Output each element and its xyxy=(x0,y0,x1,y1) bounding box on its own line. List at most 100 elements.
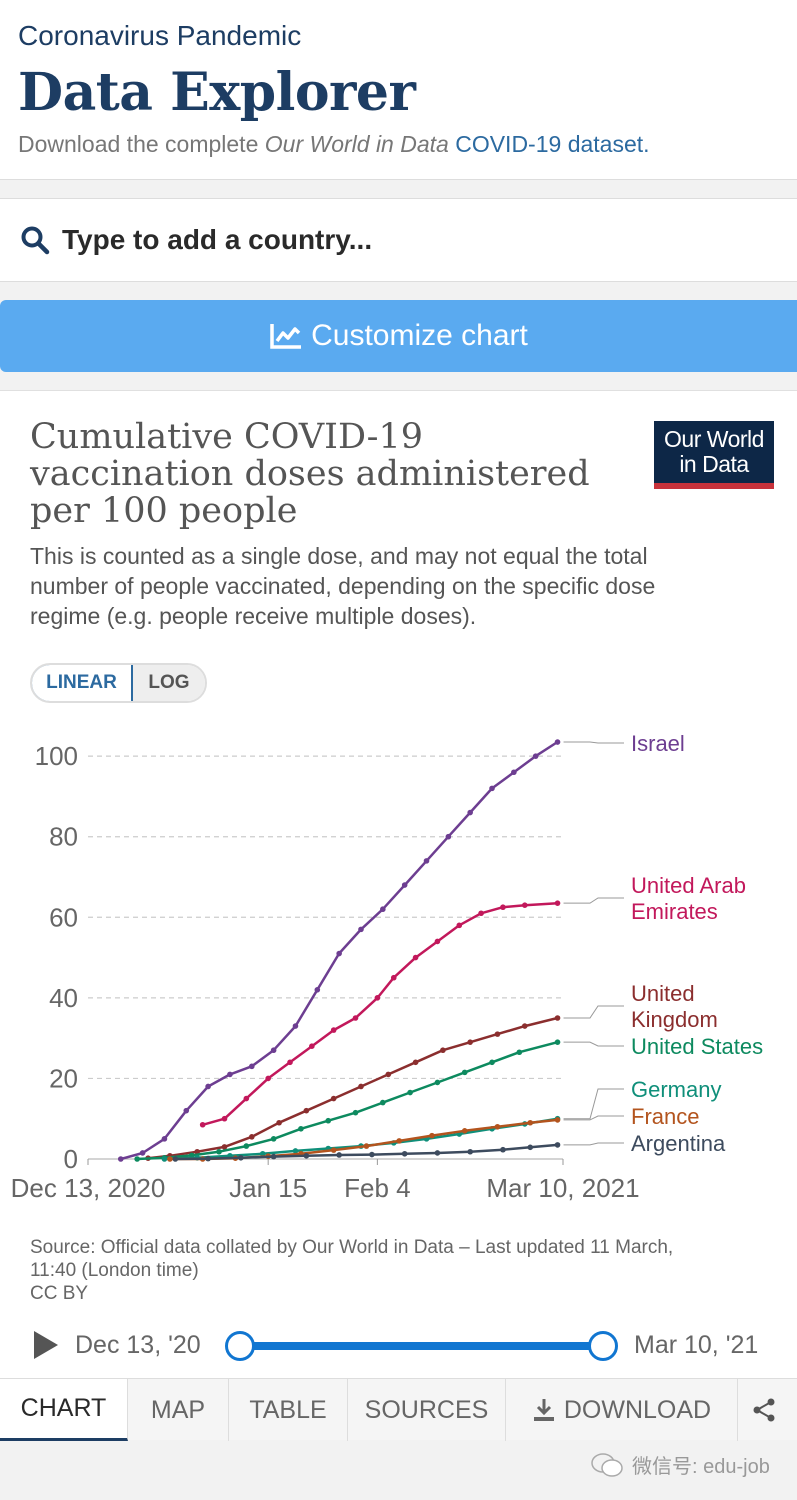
data-point xyxy=(276,1119,282,1126)
tab-chart[interactable]: CHART xyxy=(0,1379,128,1441)
y-tick-label: 0 xyxy=(64,1144,78,1174)
data-point xyxy=(434,1079,441,1086)
data-point xyxy=(554,1015,561,1021)
data-point xyxy=(521,1023,528,1029)
data-point xyxy=(390,974,397,981)
timeline: Dec 13, '20 Mar 10, '21 xyxy=(0,1321,797,1371)
tab-map[interactable]: MAP xyxy=(128,1379,229,1441)
data-point xyxy=(456,922,463,929)
log-scale-button[interactable]: LOG xyxy=(133,665,205,701)
data-point xyxy=(259,1150,266,1157)
data-point xyxy=(407,1089,413,1096)
data-point xyxy=(461,1069,468,1076)
data-point xyxy=(494,1031,501,1037)
data-point xyxy=(429,1132,435,1139)
data-point xyxy=(358,926,364,933)
data-point xyxy=(489,785,495,792)
data-point xyxy=(205,1155,211,1162)
customize-chart-button[interactable]: Customize chart xyxy=(0,300,797,372)
header-card: Coronavirus Pandemic Data Explorer Downl… xyxy=(0,0,797,180)
series-label: Israel xyxy=(631,731,685,756)
chart-subtitle: This is counted as a single dose, and ma… xyxy=(30,543,656,629)
x-tick-label: Feb 4 xyxy=(344,1173,411,1203)
data-point xyxy=(369,1151,375,1158)
y-tick-label: 20 xyxy=(49,1063,78,1093)
data-point xyxy=(396,1138,403,1144)
vaccination-line-chart: 0 20 40 60 80 100 Dec 13, 2020 Jan 15 Feb 4 Mar … xyxy=(11,731,763,1203)
data-point xyxy=(494,1123,501,1130)
data-point xyxy=(309,1043,315,1049)
owid-logo[interactable]: Our World in Data xyxy=(654,421,774,489)
series-line-united-kingdom xyxy=(147,1016,558,1160)
timeline-end-handle[interactable] xyxy=(588,1331,618,1361)
data-point xyxy=(461,1128,468,1134)
series-label: United Arab xyxy=(631,873,746,898)
data-point xyxy=(401,1150,408,1157)
x-tick-label: Mar 10, 2021 xyxy=(486,1173,639,1203)
data-point xyxy=(554,1039,561,1045)
x-tick-label: Jan 15 xyxy=(229,1173,307,1203)
chart-tabs: CHART MAP TABLE SOURCES DOWNLOAD xyxy=(0,1378,797,1441)
tab-sources[interactable]: SOURCES xyxy=(348,1379,506,1441)
timeline-end-label: Mar 10, '21 xyxy=(634,1331,759,1359)
data-point xyxy=(287,1059,293,1066)
timeline-track[interactable] xyxy=(238,1342,604,1350)
data-point xyxy=(167,1156,173,1162)
data-point xyxy=(314,987,321,993)
data-point xyxy=(139,1150,146,1156)
x-tick-label: Dec 13, 2020 xyxy=(11,1173,166,1203)
tab-table[interactable]: TABLE xyxy=(229,1379,348,1441)
data-point xyxy=(467,1148,473,1155)
timeline-start-handle[interactable] xyxy=(225,1331,255,1361)
chart-card: Cumulative COVID-19 vaccination doses ad… xyxy=(0,390,797,1440)
series-label: United States xyxy=(631,1034,763,1059)
data-point xyxy=(467,809,473,816)
data-point xyxy=(434,1150,441,1156)
data-point xyxy=(161,1156,168,1162)
data-point xyxy=(292,1148,299,1154)
data-point xyxy=(412,954,419,961)
series-line-united-arab-emirates xyxy=(202,901,558,1127)
play-icon[interactable] xyxy=(32,1329,60,1361)
data-point xyxy=(325,1117,332,1124)
data-point xyxy=(401,882,408,888)
data-point xyxy=(554,1117,561,1123)
data-point xyxy=(265,1075,271,1082)
y-tick-label: 40 xyxy=(49,983,78,1013)
data-point xyxy=(243,1143,250,1149)
wechat-icon xyxy=(591,1452,623,1477)
timeline-start-label: Dec 13, '20 xyxy=(75,1331,201,1359)
label-connector xyxy=(563,897,624,904)
download-icon xyxy=(533,1399,554,1421)
search-input[interactable] xyxy=(62,217,762,263)
source-text: Source: Official data collated by Our Wo… xyxy=(30,1237,674,1281)
data-point xyxy=(412,1059,419,1066)
data-point xyxy=(298,1125,304,1132)
search-card xyxy=(0,198,797,282)
data-point xyxy=(238,1154,244,1161)
watermark: 微信号: edu-job xyxy=(590,1450,770,1479)
chart-title: Cumulative COVID-19 vaccination doses ad… xyxy=(30,417,590,531)
license-text[interactable]: CC BY xyxy=(30,1283,89,1304)
subtitle-prefix: Download the complete xyxy=(18,131,265,157)
linear-scale-button[interactable]: LINEAR xyxy=(32,665,133,701)
data-point xyxy=(303,1107,310,1114)
subtitle-owid: Our World in Data xyxy=(264,131,449,157)
page-title: Data Explorer xyxy=(18,62,416,123)
data-point xyxy=(336,950,342,957)
series-label: Argentina xyxy=(631,1131,726,1156)
data-point xyxy=(183,1107,190,1114)
data-point xyxy=(221,1115,228,1122)
data-point xyxy=(330,1147,337,1153)
tab-download[interactable]: DOWNLOAD xyxy=(506,1379,738,1441)
data-point xyxy=(478,910,484,917)
data-point xyxy=(199,1121,206,1128)
dataset-link[interactable]: COVID-19 dataset. xyxy=(455,131,650,157)
label-connector xyxy=(563,1041,624,1047)
data-point xyxy=(352,1109,359,1116)
owid-logo-line1: Our World xyxy=(664,426,764,452)
share-icon xyxy=(753,1398,774,1422)
share-button[interactable] xyxy=(738,1379,797,1441)
data-point xyxy=(434,938,441,945)
series-label: United xyxy=(631,981,695,1006)
